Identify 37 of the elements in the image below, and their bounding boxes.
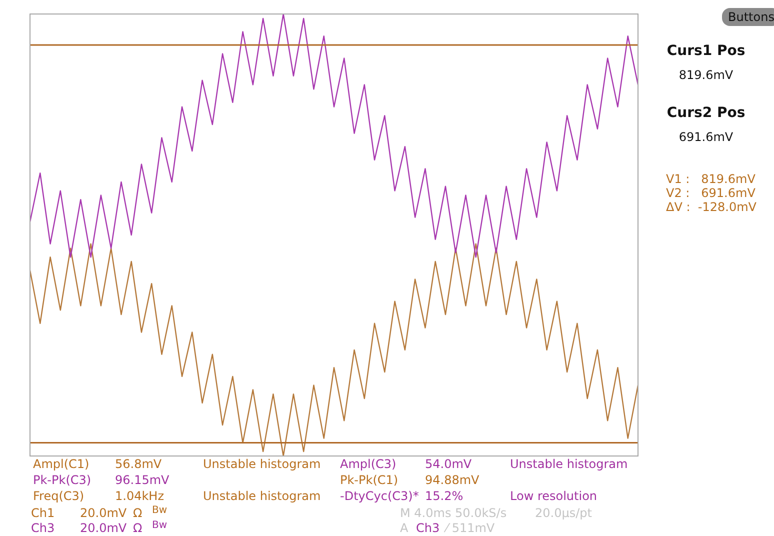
text: V2 : 691.6mV bbox=[666, 186, 756, 200]
text: 20.0μs/pt bbox=[535, 506, 592, 520]
text: Bw bbox=[152, 519, 168, 533]
text: Unstable histogram bbox=[510, 457, 628, 471]
text: 20.0mV bbox=[80, 506, 127, 520]
text: ⁄ 511mV bbox=[446, 521, 495, 535]
text: Ampl(C3) bbox=[340, 457, 396, 471]
text: 819.6mV bbox=[678, 68, 734, 82]
text: 15.2% bbox=[425, 489, 464, 503]
text: Ch3 bbox=[416, 521, 440, 535]
text: -DtyCyc(C3)* bbox=[340, 489, 419, 503]
text: Low resolution bbox=[510, 489, 598, 503]
text: A bbox=[400, 521, 408, 535]
text: Ch1 bbox=[31, 506, 55, 520]
text: M 4.0ms 50.0kS/s bbox=[400, 506, 507, 520]
text: Pk-Pk(C1) bbox=[340, 473, 398, 487]
text: 20.0mV bbox=[80, 521, 127, 535]
text: ΔV : -128.0mV bbox=[666, 200, 756, 214]
text: Ampl(C1) bbox=[33, 457, 90, 471]
text: 56.8mV bbox=[115, 457, 162, 471]
text: Bw bbox=[152, 504, 168, 518]
text: Freq(C3) bbox=[33, 489, 84, 503]
text: Buttons bbox=[722, 8, 774, 26]
text: 54.0mV bbox=[425, 457, 472, 471]
text: Curs1 Pos bbox=[666, 43, 746, 59]
text: 94.88mV bbox=[425, 473, 480, 487]
text: Ω bbox=[133, 506, 142, 520]
text: Curs2 Pos bbox=[666, 105, 746, 121]
text: V1 : 819.6mV bbox=[666, 172, 756, 186]
text: Ch3 bbox=[31, 521, 55, 535]
text: 96.15mV bbox=[115, 473, 170, 487]
text: Pk-Pk(C3) bbox=[33, 473, 92, 487]
text: 691.6mV bbox=[678, 130, 734, 144]
text: Unstable histogram bbox=[203, 489, 321, 503]
text: Ω bbox=[133, 521, 142, 535]
text: 1.04kHz bbox=[115, 489, 164, 503]
text: Unstable histogram bbox=[203, 457, 321, 471]
